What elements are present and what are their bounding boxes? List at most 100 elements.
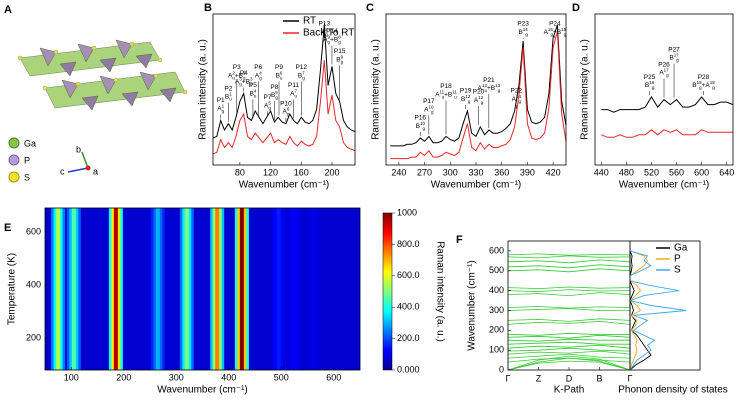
- peak-mode: A5 g: [264, 100, 271, 110]
- mode-index: 9: [341, 54, 344, 59]
- y-tick-label: 600: [26, 226, 41, 236]
- mode-subscript: g: [239, 81, 242, 86]
- colorbar-tick-label: 0.000: [397, 364, 420, 374]
- x-tick-label: 300: [169, 372, 184, 382]
- phonon-band: [507, 286, 631, 290]
- peak-mode: B1 u: [225, 91, 232, 101]
- peak-label: P1: [217, 97, 225, 104]
- x-tick-label: 240: [391, 167, 406, 177]
- peak-mode: B10 g: [416, 121, 426, 131]
- mode-symbol: +B: [242, 78, 250, 85]
- x-axis-label: Wavenumber (cm⁻¹): [431, 180, 521, 191]
- peak-mode: A1 g: [217, 103, 224, 113]
- mode-index: 3: [239, 76, 242, 81]
- mode-symbol: A: [282, 108, 287, 115]
- legend-swatch: [8, 137, 20, 149]
- legend-label: Ga: [674, 243, 688, 254]
- phonon-band: [507, 318, 631, 322]
- mode-index: 14: [523, 27, 529, 32]
- phonon-band: [507, 306, 631, 309]
- mode-index: 8: [338, 34, 341, 39]
- mode-subscript: u: [229, 96, 232, 101]
- y-axis-label: Raman intensity (a. u.): [580, 39, 591, 140]
- panel-a: A Ga P S b c: [4, 4, 188, 183]
- mode-subscript: g: [338, 39, 341, 44]
- panel-letter: D: [572, 2, 580, 14]
- mode-index: 3: [250, 76, 253, 81]
- mode-index: 6: [280, 70, 283, 75]
- peak-label: P9: [275, 64, 283, 71]
- mode-symbol: A: [424, 106, 429, 113]
- mode-symbol: B: [692, 82, 696, 89]
- peak-mode: A13 u+B13 g: [478, 83, 501, 93]
- peak-label: P10: [280, 100, 292, 107]
- element-legend: Ga P S: [8, 137, 36, 183]
- peak-label: P17: [423, 98, 435, 105]
- colorbar-tick-label: 600.0: [397, 270, 420, 280]
- phonon-band: [507, 355, 631, 371]
- mode-subscript: g: [268, 105, 271, 110]
- peak-label: P18: [440, 83, 452, 90]
- heat-band-layer: [310, 208, 315, 370]
- peak-label: P25: [644, 74, 656, 81]
- mode-index: 11: [439, 89, 444, 94]
- peak-mode: B16 g: [645, 80, 655, 90]
- heat-band: [108, 208, 123, 370]
- phonon-band: [507, 253, 631, 256]
- mode-index: 10: [420, 121, 426, 126]
- x-tick-label: 360: [494, 167, 509, 177]
- panel-letter: E: [4, 222, 11, 234]
- y-axis-label: Wavenumber (cm⁻¹): [467, 260, 478, 350]
- heat-band: [271, 208, 286, 370]
- mode-subscript: g: [550, 32, 553, 37]
- plot-frame: [212, 13, 356, 166]
- mode-symbol: A: [474, 97, 479, 104]
- phonon-band: [507, 347, 631, 352]
- peak-mode: B17 g: [669, 52, 679, 62]
- mode-subscript: u: [280, 75, 283, 80]
- dos-line: [629, 241, 652, 371]
- mode-symbol: +B: [487, 85, 495, 92]
- mode-subscript: g: [525, 32, 528, 37]
- peak-label: P16: [414, 115, 426, 122]
- peak-label: P13: [319, 21, 331, 28]
- mode-subscript: u: [484, 88, 487, 93]
- colorbar: [382, 212, 393, 371]
- legend-swatch: [8, 154, 20, 166]
- mode-index: 1: [229, 91, 232, 96]
- x-tick-label: 600: [326, 372, 341, 382]
- heat-band-layer: [113, 208, 118, 370]
- y-axis-label: Temperature (K): [7, 253, 18, 325]
- mode-index: 4: [254, 88, 257, 93]
- phonon-band: [507, 264, 631, 269]
- mode-subscript: g: [422, 126, 425, 131]
- mode-index: 9: [328, 34, 331, 39]
- heat-band: [179, 208, 194, 370]
- peak-label: P8: [270, 84, 278, 91]
- phonon-band: [507, 353, 631, 359]
- mode-subscript: g: [243, 75, 246, 80]
- mode-index: 7: [295, 88, 298, 93]
- mode-index: 10: [429, 104, 435, 109]
- mode-symbol: +B: [553, 29, 561, 36]
- mode-subscript: g: [518, 99, 521, 104]
- heat-band: [305, 208, 320, 370]
- mode-subscript: u: [254, 93, 257, 98]
- heat-band-layer: [239, 208, 244, 370]
- y-tick-label: 300: [489, 305, 504, 315]
- spectrum-line: [390, 31, 567, 160]
- mode-index: 6: [287, 106, 290, 111]
- spectrum-line: [601, 96, 734, 113]
- mode-index: 13: [482, 83, 488, 88]
- x-tick-label: 560: [669, 167, 684, 177]
- legend-label: P: [24, 155, 30, 165]
- mode-index: 13: [495, 83, 501, 88]
- peak-label: P26: [658, 61, 670, 68]
- phonon-band: [507, 292, 631, 297]
- peak-label: P3: [233, 64, 241, 71]
- y-axis-label: Raman intensity (a. u.): [198, 39, 209, 140]
- mode-subscript: u: [295, 93, 298, 98]
- x-tick-label: 80: [235, 167, 245, 177]
- mode-index: 11: [452, 89, 457, 94]
